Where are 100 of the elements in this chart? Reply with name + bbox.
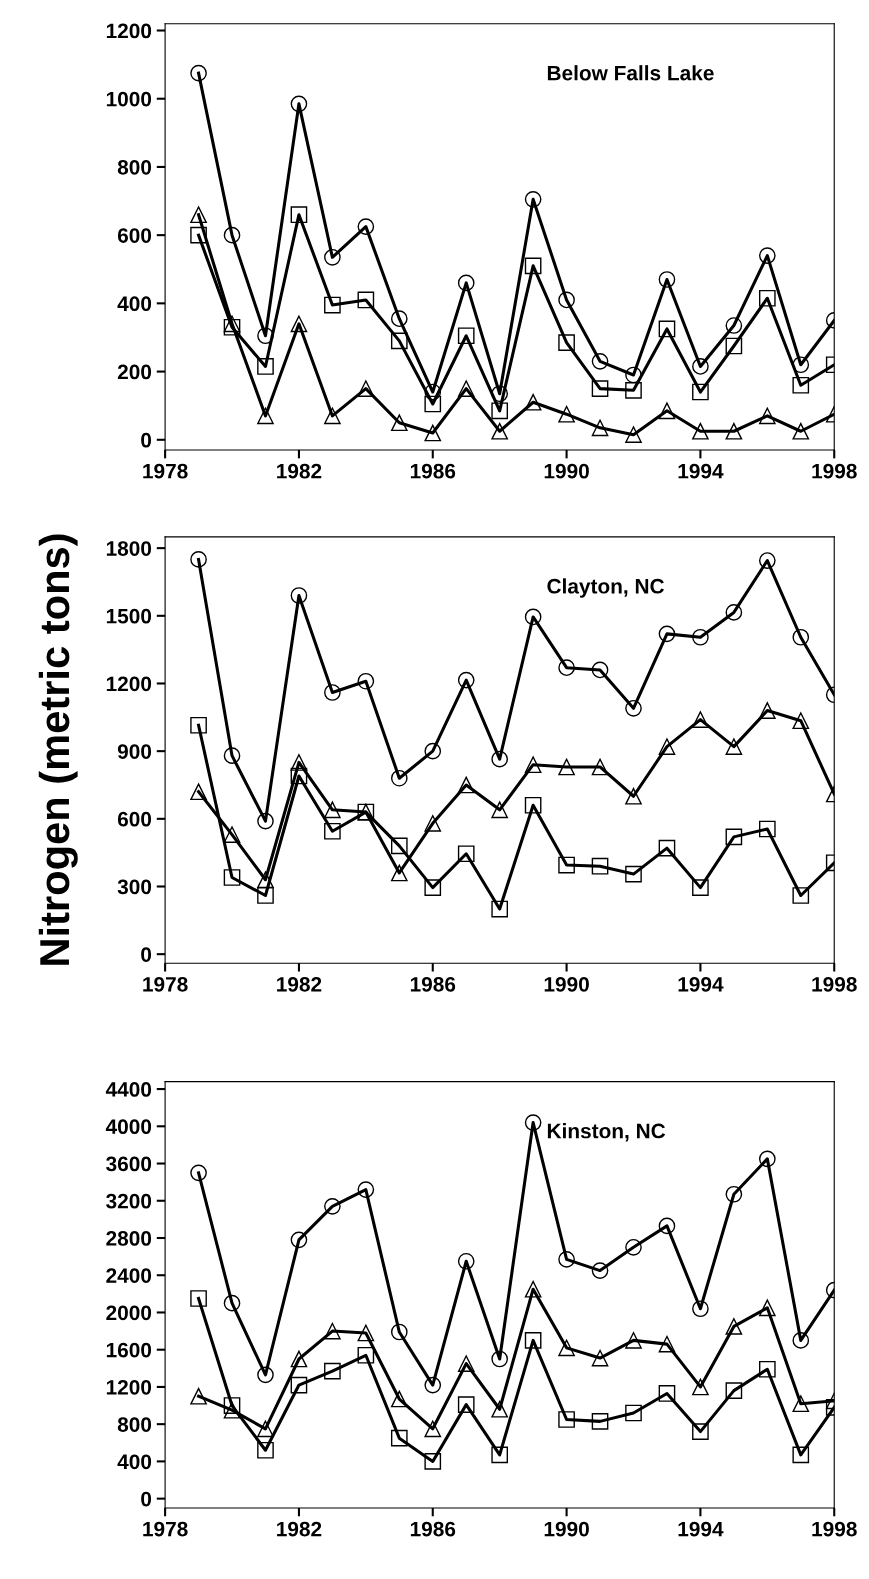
point [424, 424, 442, 442]
point [424, 742, 442, 760]
point [190, 206, 207, 224]
x-tick-label: 1994 [678, 976, 724, 992]
point [758, 1299, 776, 1317]
point [658, 271, 676, 288]
point [558, 405, 575, 423]
point [457, 845, 475, 863]
point [257, 1366, 274, 1384]
point [190, 716, 207, 734]
x-tick-label: 1998 [812, 1521, 857, 1537]
point [357, 1181, 375, 1198]
point [290, 1350, 308, 1368]
point [257, 887, 274, 904]
point [491, 422, 509, 440]
point [625, 426, 642, 444]
point [725, 337, 743, 355]
point [692, 358, 709, 375]
point [758, 289, 776, 307]
x-tick-label: 1978 [143, 463, 188, 479]
point [491, 402, 509, 420]
point [290, 1376, 308, 1394]
x-tick-label: 1986 [410, 1521, 456, 1537]
point [357, 218, 375, 235]
point [591, 1262, 609, 1279]
point [524, 393, 542, 411]
point [257, 871, 274, 889]
point [324, 1198, 341, 1215]
point [424, 1376, 442, 1394]
point [792, 628, 810, 646]
point [324, 407, 341, 425]
point [457, 327, 475, 345]
point [658, 738, 676, 755]
point [324, 248, 341, 266]
y-tick-label: 600 [117, 811, 152, 827]
point [324, 296, 341, 314]
point [658, 625, 676, 643]
point [558, 334, 575, 351]
point [758, 820, 776, 838]
point [758, 552, 776, 569]
point [524, 1332, 542, 1349]
point [257, 1420, 274, 1438]
point [290, 767, 308, 785]
point [658, 1335, 676, 1353]
point [591, 419, 609, 437]
point [591, 661, 609, 679]
x-tick-label: 1994 [678, 1521, 724, 1537]
point [357, 380, 375, 397]
x-tick-label: 1990 [544, 1521, 589, 1537]
point [625, 1404, 642, 1422]
point [290, 1231, 308, 1249]
text: Clayton, NC [547, 578, 665, 598]
point [257, 407, 274, 425]
point [223, 869, 241, 886]
point [524, 756, 542, 774]
y-tick-label: 1600 [106, 1342, 152, 1358]
point [290, 315, 308, 333]
x-tick-label: 1998 [812, 463, 857, 479]
point [257, 358, 274, 375]
y-tick-label: 1200 [106, 23, 152, 39]
x-tick-label: 1982 [277, 1521, 322, 1537]
point [457, 1396, 475, 1413]
point [190, 64, 207, 82]
point [190, 783, 207, 801]
y-tick-label: 2000 [106, 1305, 152, 1321]
point [457, 274, 475, 292]
y-tick-label: 2800 [106, 1231, 152, 1246]
point [558, 856, 575, 874]
point [390, 332, 408, 350]
point [692, 1378, 709, 1396]
point [625, 699, 642, 717]
point [558, 758, 575, 776]
point [725, 604, 743, 621]
point [190, 1290, 207, 1307]
point [625, 787, 642, 805]
point [190, 1164, 207, 1182]
point [324, 822, 341, 840]
point [524, 190, 542, 208]
point [357, 672, 375, 690]
point [457, 1355, 475, 1372]
point [725, 1318, 743, 1335]
y-tick-label: 1500 [106, 608, 152, 624]
point [290, 95, 308, 113]
x-tick-label: 1982 [277, 463, 322, 479]
y-tick-label: 0 [141, 1491, 152, 1507]
point [692, 879, 709, 896]
point [390, 1323, 408, 1341]
point [792, 1446, 810, 1464]
point [491, 1350, 509, 1368]
point [190, 551, 207, 568]
point [792, 1395, 810, 1413]
y-tick-label: 1200 [106, 676, 152, 692]
point [257, 1441, 274, 1459]
point [324, 801, 341, 819]
point [591, 353, 609, 370]
point [457, 671, 475, 689]
y-tick-label: 4400 [105, 1082, 152, 1097]
y-tick-label: 0 [141, 432, 152, 448]
point [625, 1332, 642, 1349]
y-tick-label: 900 [117, 744, 152, 759]
